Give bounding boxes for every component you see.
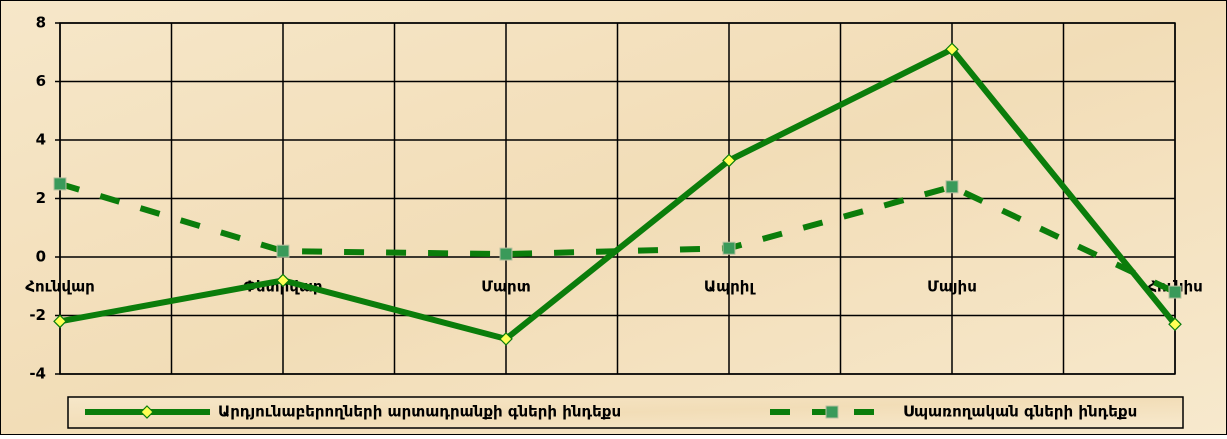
marker xyxy=(722,241,736,255)
x-tick-label: Հունվար xyxy=(25,278,95,296)
marker xyxy=(1168,285,1182,299)
marker xyxy=(499,247,513,261)
legend xyxy=(67,396,1184,429)
marker xyxy=(499,332,513,346)
legend-label: Արդյունաբերողների արտադրանքի գների ինդեք… xyxy=(218,403,621,421)
marker xyxy=(825,405,839,419)
legend-label: Սպառողական գների ինդեքս xyxy=(903,403,1137,421)
y-tick-label: 6 xyxy=(36,72,46,90)
y-tick-label: 2 xyxy=(36,189,46,207)
marker xyxy=(53,177,67,191)
x-tick-label: Ապրիլ xyxy=(704,278,757,296)
marker xyxy=(53,314,67,329)
marker xyxy=(1168,317,1182,332)
y-tick-label: -2 xyxy=(29,306,46,324)
marker xyxy=(722,153,736,168)
x-tick-label: Մարտ xyxy=(481,278,530,296)
marker xyxy=(945,42,959,57)
marker xyxy=(276,244,290,258)
series-line xyxy=(59,46,1178,342)
y-tick-label: 4 xyxy=(36,131,46,149)
y-tick-label: -4 xyxy=(29,365,46,383)
y-tick-label: 8 xyxy=(36,14,46,32)
marker xyxy=(140,405,154,419)
marker xyxy=(945,180,959,194)
marker xyxy=(276,273,290,288)
y-tick-label: 0 xyxy=(36,248,46,266)
x-tick-label: Մայիս xyxy=(927,278,977,296)
